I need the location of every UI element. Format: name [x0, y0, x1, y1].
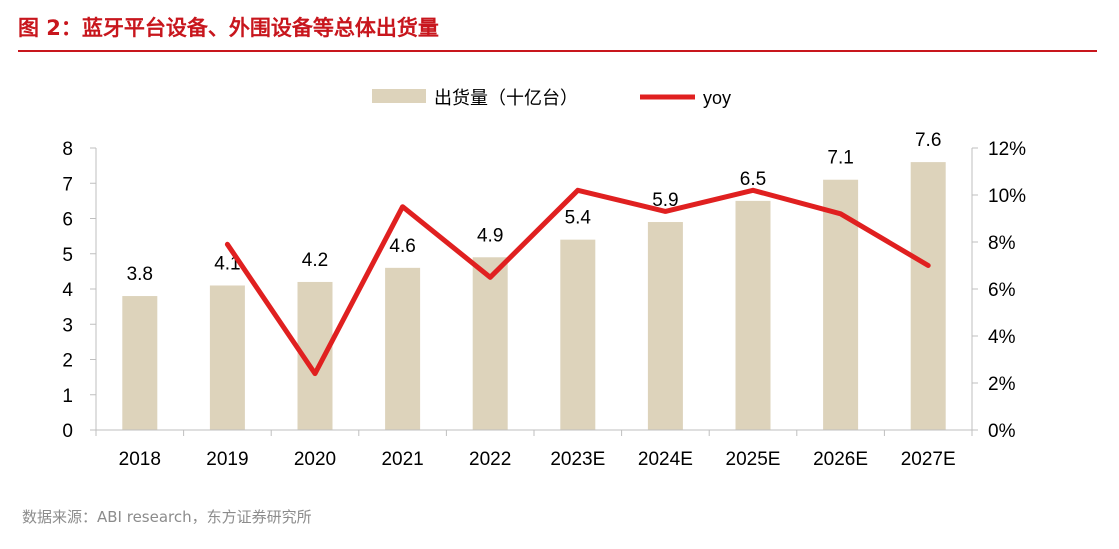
- bar-data-label: 7.1: [827, 148, 853, 169]
- bar: [209, 285, 245, 430]
- bar-data-label: 4.6: [389, 236, 415, 257]
- bar: [385, 267, 421, 430]
- axes: 0 1 2 3 4 5 6 7 8 0% 2% 4% 6% 8% 10% 12% 2018 2019 2020 202…: [62, 139, 1026, 470]
- bar-data-labels: 3.8 4.1 4.2 4.6 4.9 5.4 5.9 6.5 7.1 7.6: [127, 130, 942, 285]
- left-axis-tick-label: 0: [62, 421, 73, 442]
- right-axis-tick-label: 8%: [988, 233, 1016, 254]
- right-axis-tick-label: 12%: [988, 139, 1026, 160]
- x-axis-tick-label: 2021: [381, 449, 423, 470]
- right-axis-tick-label: 0%: [988, 421, 1016, 442]
- x-axis-tick-label: 2020: [294, 449, 336, 470]
- yoy-series-line: [224, 187, 931, 377]
- figure-title: 图 2：蓝牙平台设备、外围设备等总体出货量: [18, 16, 439, 40]
- x-axis-tick-label: 2018: [119, 449, 161, 470]
- bar: [823, 179, 859, 430]
- legend-bar-swatch: [372, 89, 426, 103]
- left-axis-tick-label: 3: [62, 315, 73, 336]
- bar: [735, 200, 771, 430]
- bar-data-label: 7.6: [915, 130, 941, 151]
- right-axis-tick-label: 4%: [988, 327, 1016, 348]
- bar-data-label: 5.4: [565, 208, 592, 229]
- right-axis-tick-label: 10%: [988, 186, 1026, 207]
- right-axis-tick-label: 2%: [988, 374, 1016, 395]
- source-note: 数据来源：ABI research，东方证券研究所: [22, 508, 312, 526]
- bar: [647, 222, 683, 430]
- chart: 出货量（十亿台） yoy 3.8 4.1 4.2 4.6 4.9 5.4 5.9 6.5 7.1…: [62, 88, 1026, 470]
- left-axis-tick-label: 5: [62, 245, 73, 266]
- bar-data-label: 4.1: [214, 253, 240, 274]
- bar-data-label: 3.8: [127, 264, 153, 285]
- legend: 出货量（十亿台） yoy: [372, 88, 731, 108]
- x-axis-tick-label: 2022: [469, 449, 511, 470]
- left-axis-tick-label: 1: [62, 386, 73, 407]
- left-axis-tick-label: 4: [62, 280, 73, 301]
- legend-line-label: yoy: [703, 88, 731, 108]
- x-axis-tick-label: 2026E: [813, 449, 868, 470]
- bar: [910, 162, 946, 430]
- bar: [122, 296, 158, 430]
- right-axis-tick-label: 6%: [988, 280, 1016, 301]
- legend-bar-label: 出货量（十亿台）: [434, 88, 578, 108]
- x-axis-tick-label: 2019: [206, 449, 248, 470]
- bar-data-label: 4.2: [302, 250, 328, 271]
- left-axis-tick-label: 6: [62, 210, 73, 231]
- bar-data-label: 4.9: [477, 225, 503, 246]
- x-axis-tick-label: 2024E: [638, 449, 693, 470]
- bar: [560, 239, 596, 430]
- bar: [472, 257, 508, 430]
- bar-data-label: 5.9: [652, 190, 678, 211]
- x-axis-tick-label: 2027E: [901, 449, 956, 470]
- x-axis-tick-label: 2023E: [550, 449, 605, 470]
- left-axis-tick-label: 8: [62, 139, 73, 160]
- x-axis-tick-label: 2025E: [726, 449, 781, 470]
- left-axis-tick-label: 2: [62, 351, 73, 372]
- bar-data-label: 6.5: [740, 169, 766, 190]
- yoy-line: [224, 187, 931, 377]
- bars: [122, 162, 946, 430]
- title-divider: [18, 50, 1097, 52]
- left-axis-tick-label: 7: [62, 174, 73, 195]
